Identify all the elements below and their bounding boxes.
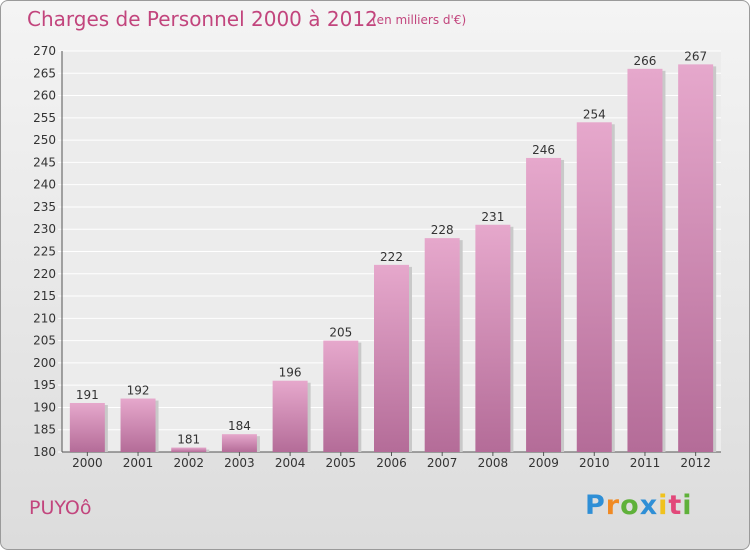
x-tick-label: 2006 [376, 456, 407, 470]
bar [627, 68, 663, 453]
y-tick-label: 200 [33, 356, 56, 370]
y-tick-label: 245 [33, 155, 56, 169]
y-tick-label: 250 [33, 133, 56, 147]
bar-value-label: 228 [431, 223, 454, 237]
y-tick-label: 255 [33, 111, 56, 125]
bar [526, 157, 562, 452]
x-tick-label: 2007 [427, 456, 458, 470]
y-tick-label: 215 [33, 289, 56, 303]
chart-title: Charges de Personnel 2000 à 2012 [27, 7, 378, 31]
bar-value-label: 191 [76, 388, 99, 402]
y-tick-label: 180 [33, 445, 56, 459]
x-tick-label: 2003 [224, 456, 255, 470]
y-tick-label: 240 [33, 178, 56, 192]
bar-value-label: 205 [329, 326, 352, 340]
bar [171, 447, 207, 452]
bar [221, 434, 257, 452]
labels-layer: 180 185 190 195 200 205 210 215 220 225 230 235 240 2… [33, 44, 711, 470]
x-tick-label: 2004 [275, 456, 306, 470]
bar [323, 340, 359, 452]
bar-value-label: 254 [583, 107, 606, 121]
x-tick-label: 2005 [326, 456, 357, 470]
bar [69, 402, 105, 452]
bar-value-label: 192 [127, 384, 150, 398]
bar [120, 398, 156, 452]
bar [678, 64, 714, 452]
y-tick-label: 260 [33, 89, 56, 103]
bar-value-label: 267 [684, 49, 707, 63]
y-tick-label: 205 [33, 334, 56, 348]
bar-value-label: 222 [380, 250, 403, 264]
bar [374, 264, 409, 452]
city-name: PUYOô [29, 497, 92, 519]
y-tick-label: 265 [33, 66, 56, 80]
bar-value-label: 196 [279, 366, 302, 380]
bar [576, 122, 612, 453]
x-tick-label: 2000 [72, 456, 103, 470]
x-tick-label: 2002 [173, 456, 204, 470]
x-tick-label: 2009 [528, 456, 559, 470]
chart-subtitle: (en milliers d'€) [372, 13, 467, 27]
x-tick-label: 2012 [680, 456, 711, 470]
bar-value-label: 246 [532, 143, 555, 157]
y-tick-label: 220 [33, 267, 56, 281]
y-tick-label: 225 [33, 245, 56, 259]
bar-value-label: 266 [634, 54, 657, 68]
bar [272, 380, 308, 452]
bar-value-label: 231 [481, 210, 504, 224]
y-tick-label: 195 [33, 378, 56, 392]
x-tick-label: 2010 [579, 456, 610, 470]
proxiti-logo[interactable]: Proxiti [585, 490, 693, 521]
x-tick-label: 2008 [478, 456, 509, 470]
bar-value-label: 181 [177, 433, 200, 447]
y-tick-label: 190 [33, 400, 56, 414]
y-tick-label: 235 [33, 200, 56, 214]
bar [475, 224, 511, 452]
y-tick-label: 185 [33, 423, 56, 437]
bars-layer [69, 64, 717, 453]
y-tick-label: 230 [33, 222, 56, 236]
y-tick-label: 270 [33, 44, 56, 58]
bar-value-label: 184 [228, 419, 251, 433]
y-tick-label: 210 [33, 311, 56, 325]
bar [424, 238, 460, 452]
x-tick-label: 2001 [123, 456, 154, 470]
x-tick-label: 2011 [630, 456, 661, 470]
